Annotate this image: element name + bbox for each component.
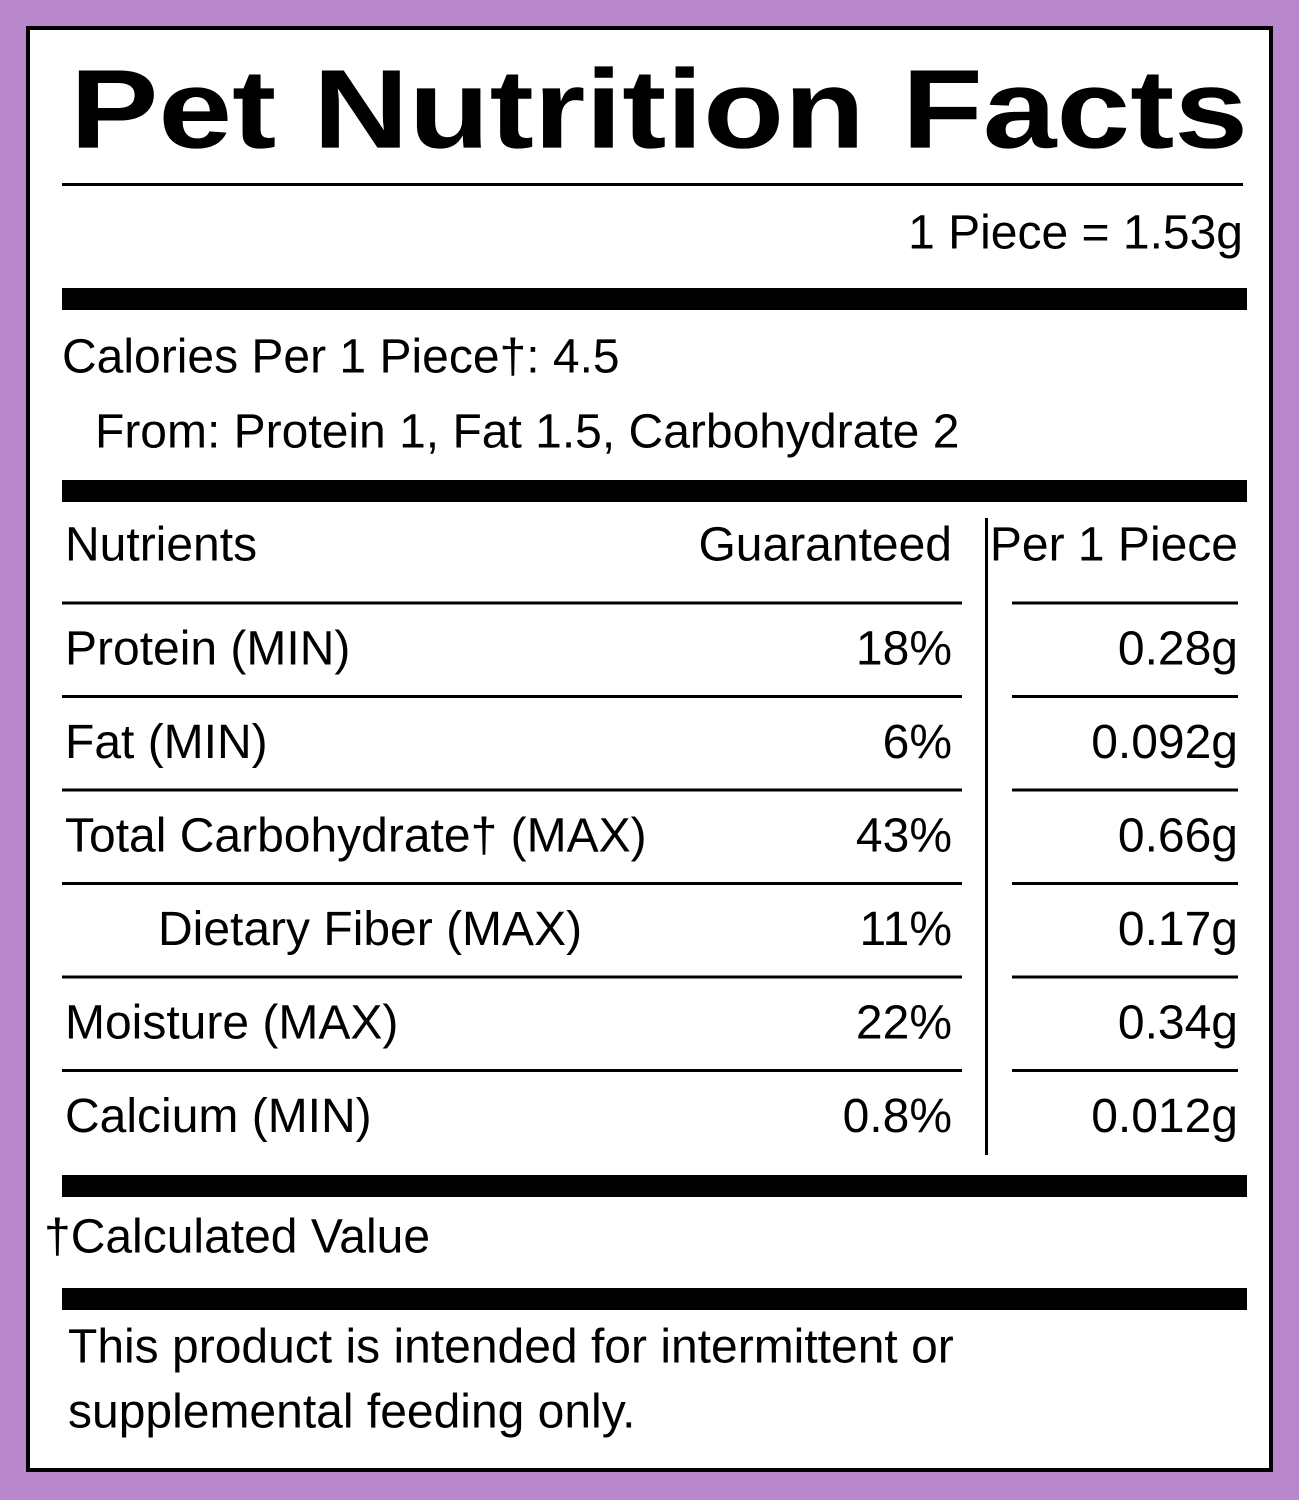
column-header: Per 1 Piece bbox=[990, 519, 1238, 572]
thick-rule bbox=[62, 1288, 1247, 1310]
row-rule bbox=[62, 882, 962, 885]
nutrient-name: Fat (MIN) bbox=[65, 716, 268, 769]
row-rule bbox=[1012, 695, 1238, 698]
nutrient-name: Protein (MIN) bbox=[65, 623, 350, 676]
row-rule bbox=[62, 695, 962, 698]
rows: Protein (MIN) 18% 0.28g Fat (MIN) 6% 0.092g To… bbox=[62, 601, 1238, 1143]
thick-rule bbox=[62, 1175, 1247, 1197]
column-header: Nutrients bbox=[65, 519, 257, 572]
row-rule bbox=[1012, 601, 1238, 605]
calories: Calories Per 1 Piece†: 4.5 bbox=[62, 331, 620, 384]
thick-rule bbox=[62, 288, 1247, 310]
column-header: Guaranteed bbox=[698, 519, 952, 572]
guaranteed-value: 43% bbox=[856, 810, 952, 863]
note-line: supplemental feeding only. bbox=[68, 1386, 636, 1439]
nutrient-name: Dietary Fiber (MAX) bbox=[158, 903, 582, 956]
row-rule bbox=[62, 975, 962, 979]
guaranteed-value: 18% bbox=[856, 623, 952, 676]
title: Pet Nutrition Facts bbox=[70, 47, 1248, 172]
row-rule bbox=[62, 601, 962, 605]
label-box bbox=[26, 26, 1273, 1472]
guaranteed-value: 22% bbox=[856, 997, 952, 1050]
row-rule bbox=[1012, 975, 1238, 979]
nutrient-name: Calcium (MIN) bbox=[65, 1090, 372, 1143]
guaranteed-value: 6% bbox=[883, 716, 952, 769]
thick-rule bbox=[62, 480, 1247, 502]
rule bbox=[62, 183, 1243, 186]
per-piece-value: 0.34g bbox=[1118, 997, 1238, 1050]
note-line: This product is intended for intermitten… bbox=[68, 1321, 954, 1374]
per-piece-value: 0.012g bbox=[1091, 1090, 1238, 1143]
nutrient-name: Total Carbohydrate† (MAX) bbox=[65, 810, 647, 863]
guaranteed-value: 0.8% bbox=[843, 1090, 952, 1143]
guaranteed-value: 11% bbox=[859, 903, 952, 956]
row-rule bbox=[1012, 788, 1238, 792]
serving: 1 Piece = 1.53g bbox=[908, 207, 1243, 260]
row-rule bbox=[62, 1069, 962, 1072]
column-divider bbox=[985, 518, 988, 1155]
row-rule bbox=[1012, 882, 1238, 885]
row-rule bbox=[62, 788, 962, 792]
per-piece-value: 0.092g bbox=[1091, 716, 1238, 769]
row-rule bbox=[1012, 1069, 1238, 1072]
per-piece-value: 0.17g bbox=[1118, 903, 1238, 956]
per-piece-value: 0.66g bbox=[1118, 810, 1238, 863]
footnote: †Calculated Value bbox=[44, 1211, 430, 1264]
per-piece-value: 0.28g bbox=[1118, 623, 1238, 676]
calories-from: From: Protein 1, Fat 1.5, Carbohydrate 2 bbox=[95, 406, 959, 459]
nutrient-name: Moisture (MAX) bbox=[65, 997, 398, 1050]
